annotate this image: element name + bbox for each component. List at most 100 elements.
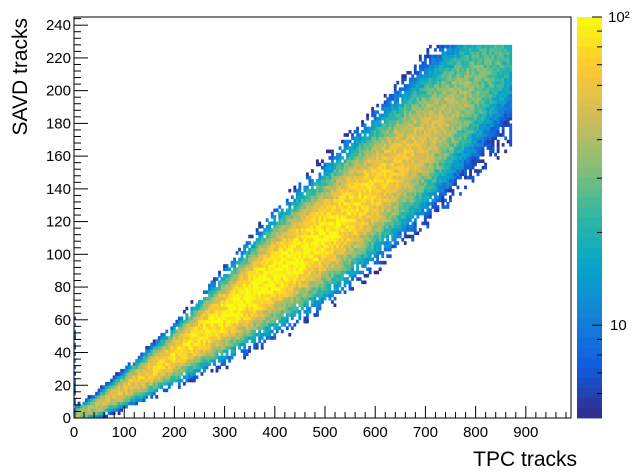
heatmap-bin bbox=[421, 149, 425, 154]
heatmap-bin bbox=[368, 244, 372, 249]
heatmap-bin bbox=[285, 316, 289, 321]
heatmap-bin bbox=[461, 129, 465, 134]
heatmap-bin bbox=[398, 116, 402, 121]
heatmap-bin bbox=[469, 100, 472, 105]
heatmap-bin bbox=[383, 159, 387, 164]
heatmap-bin bbox=[293, 237, 297, 242]
heatmap-bin bbox=[428, 93, 432, 98]
heatmap-bin bbox=[288, 237, 292, 242]
heatmap-bin bbox=[426, 80, 430, 85]
heatmap-bin bbox=[441, 71, 445, 75]
heatmap-bin bbox=[213, 313, 216, 317]
heatmap-bin bbox=[285, 260, 289, 265]
heatmap-bin bbox=[378, 215, 382, 219]
heatmap-bin bbox=[300, 296, 304, 301]
heatmap-bin bbox=[273, 336, 277, 340]
heatmap-bin bbox=[120, 391, 124, 396]
heatmap-bin bbox=[338, 162, 342, 167]
heatmap-bin bbox=[428, 169, 432, 173]
heatmap-bin bbox=[288, 306, 292, 311]
heatmap-bin bbox=[248, 270, 252, 275]
heatmap-bin bbox=[336, 208, 339, 213]
heatmap-bin bbox=[255, 260, 259, 265]
heatmap-bin bbox=[303, 234, 307, 239]
heatmap-bin bbox=[383, 188, 387, 193]
heatmap-bin bbox=[288, 332, 292, 337]
heatmap-bin bbox=[456, 126, 460, 131]
heatmap-bin bbox=[238, 280, 242, 285]
heatmap-bin bbox=[371, 198, 375, 203]
heatmap-bin bbox=[386, 103, 390, 108]
heatmap-bin bbox=[436, 100, 440, 105]
heatmap-bin bbox=[383, 224, 387, 229]
heatmap-bin bbox=[238, 287, 242, 291]
heatmap-bin bbox=[273, 300, 277, 304]
heatmap-bin bbox=[200, 372, 204, 376]
heatmap-bin bbox=[383, 198, 387, 203]
heatmap-bin bbox=[248, 241, 252, 245]
heatmap-bin bbox=[195, 355, 199, 360]
heatmap-bin bbox=[192, 326, 196, 330]
heatmap-bin bbox=[230, 326, 234, 330]
heatmap-bin bbox=[313, 293, 317, 298]
heatmap-bin bbox=[295, 231, 299, 236]
heatmap-bin bbox=[451, 74, 455, 78]
heatmap-bin bbox=[333, 287, 337, 291]
heatmap-bin bbox=[396, 149, 400, 154]
heatmap-bin bbox=[177, 349, 181, 353]
heatmap-bin bbox=[318, 306, 322, 311]
heatmap-bin bbox=[431, 97, 435, 101]
heatmap-bin bbox=[388, 205, 392, 209]
heatmap-bin bbox=[398, 103, 402, 108]
heatmap-bin bbox=[328, 162, 332, 167]
heatmap-bin bbox=[376, 201, 380, 206]
heatmap-bin bbox=[132, 365, 136, 370]
heatmap-bin bbox=[326, 185, 329, 190]
heatmap-bin bbox=[225, 355, 229, 360]
heatmap-bin bbox=[373, 143, 377, 147]
heatmap-bin bbox=[343, 257, 347, 262]
heatmap-bin bbox=[408, 133, 412, 137]
heatmap-bin bbox=[336, 247, 339, 252]
heatmap-bin bbox=[368, 136, 372, 141]
heatmap-bin bbox=[275, 296, 279, 301]
heatmap-bin bbox=[461, 110, 465, 114]
heatmap-bin bbox=[353, 159, 357, 164]
heatmap-bin bbox=[451, 182, 455, 186]
heatmap-bin bbox=[283, 273, 287, 278]
heatmap-bin bbox=[308, 247, 312, 252]
heatmap-bin bbox=[466, 84, 470, 88]
heatmap-bin bbox=[248, 273, 252, 278]
heatmap-bin bbox=[300, 195, 304, 200]
heatmap-bin bbox=[338, 234, 342, 239]
heatmap-bin bbox=[443, 149, 447, 154]
heatmap-bin bbox=[356, 159, 359, 164]
heatmap-bin bbox=[371, 244, 375, 249]
heatmap-bin bbox=[459, 120, 462, 124]
heatmap-bin bbox=[195, 345, 199, 350]
heatmap-bin bbox=[203, 332, 206, 337]
heatmap-bin bbox=[203, 339, 206, 344]
heatmap-bin bbox=[100, 395, 103, 399]
heatmap-bin bbox=[341, 260, 344, 265]
heatmap-bin bbox=[273, 313, 277, 317]
heatmap-bin bbox=[386, 192, 390, 196]
heatmap-bin bbox=[443, 129, 447, 134]
heatmap-bin bbox=[346, 254, 349, 258]
heatmap-bin bbox=[338, 221, 342, 226]
heatmap-bin bbox=[326, 169, 329, 173]
heatmap-bin bbox=[150, 355, 154, 360]
heatmap-bin bbox=[320, 188, 324, 193]
heatmap-bin bbox=[215, 287, 219, 291]
heatmap-bin bbox=[295, 264, 299, 268]
heatmap-bin bbox=[459, 162, 462, 167]
heatmap-bin bbox=[235, 339, 239, 344]
heatmap-bin bbox=[110, 408, 114, 412]
heatmap-bin bbox=[388, 107, 392, 111]
heatmap-bin bbox=[328, 251, 332, 255]
heatmap-bin bbox=[180, 368, 184, 373]
heatmap-bin bbox=[341, 172, 344, 177]
heatmap-bin bbox=[198, 323, 201, 327]
heatmap-bin bbox=[383, 113, 387, 118]
heatmap-bin bbox=[433, 198, 437, 203]
